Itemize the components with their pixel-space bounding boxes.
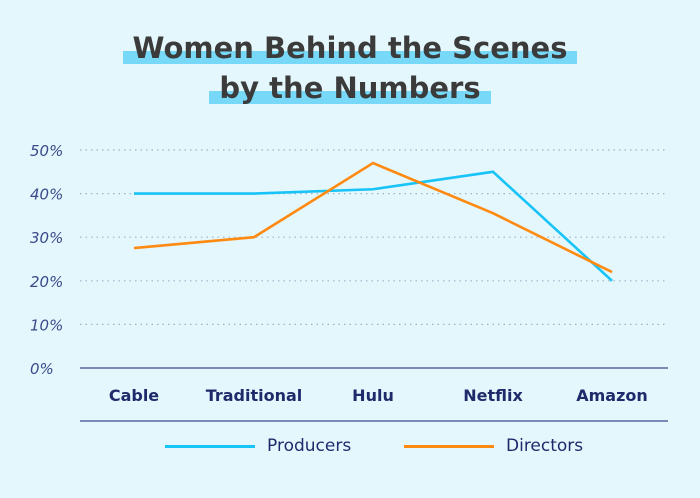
x-tick-label: Cable [109, 386, 159, 405]
x-tick-label: Hulu [352, 386, 394, 405]
x-tick-label: Netflix [463, 386, 523, 405]
series-line-directors [133, 161, 613, 274]
legend-label-directors: Directors [506, 436, 584, 456]
legend-item-directors: Directors [404, 436, 583, 456]
series-line-producers [134, 170, 613, 282]
title-text-2: by the Numbers [219, 71, 481, 105]
y-tick-label: 0% [30, 360, 54, 378]
y-tick-label: 40% [30, 186, 63, 204]
title-line-1: Women Behind the Scenes [122, 30, 578, 66]
x-tick-label: Amazon [576, 386, 648, 405]
y-tick-label: 20% [30, 273, 63, 291]
title-line-2: by the Numbers [209, 70, 491, 106]
legend-label-producers: Producers [267, 436, 352, 456]
legend-item-producers: Producers [165, 436, 351, 456]
chart-title: Women Behind the Scenes by the Numbers [0, 30, 700, 106]
legend-swatch-directors [404, 444, 494, 448]
y-tick-label: 50% [30, 142, 63, 160]
title-text-1: Women Behind the Scenes [132, 31, 568, 65]
y-tick-label: 30% [30, 229, 63, 247]
y-tick-label: 10% [30, 316, 63, 334]
legend: Producers Directors [0, 436, 700, 460]
legend-swatch-producers [165, 444, 255, 448]
x-tick-label: Traditional [206, 386, 303, 405]
